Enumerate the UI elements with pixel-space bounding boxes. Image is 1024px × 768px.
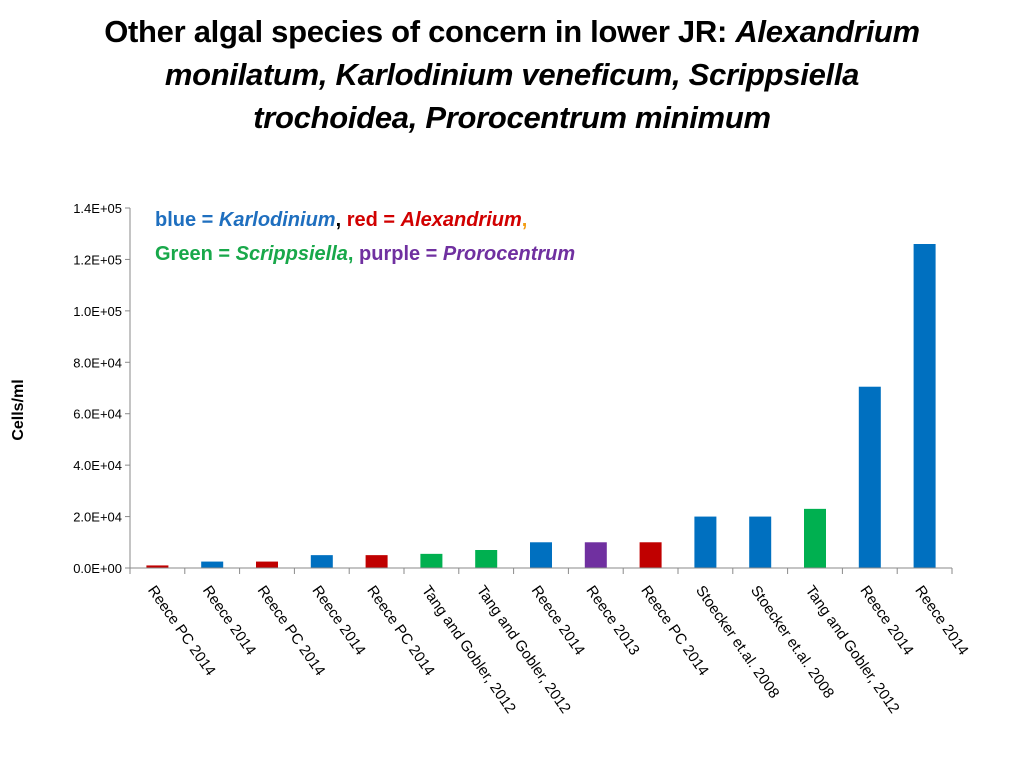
x-tick-label: Reece 2014 (528, 583, 588, 659)
x-tick-label: Reece 2014 (309, 583, 369, 659)
x-tick-label: Reece 2014 (911, 583, 971, 659)
y-axis-title: Cells/ml (10, 379, 27, 440)
title-italic-text: monilatum, Karlodinium veneficum, Scripp… (164, 57, 860, 92)
x-tick-label: Tang and Gobler, 2012 (473, 583, 574, 717)
y-tick-label: 4.0E+04 (73, 458, 122, 473)
bar (310, 555, 333, 568)
bar (749, 516, 772, 568)
legend-text-part: Prorocentrum (443, 243, 575, 265)
legend-text-part: , (348, 243, 359, 265)
bar (804, 508, 826, 568)
legend-text-part: blue = (155, 209, 219, 231)
x-tick-label: Reece 2013 (583, 583, 643, 659)
legend-text-part: red = (347, 209, 401, 231)
y-axis: 0.0E+00 2.0E+04 4.0E+04 6.0E+04 8.0E+04 1.0E+… (73, 201, 131, 576)
y-tick-label: 6.0E+04 (73, 407, 122, 422)
bar (530, 542, 552, 568)
legend-text-part: , (336, 209, 347, 231)
title-line-1: Other algal species of concern in lower … (30, 10, 994, 53)
bar (913, 244, 936, 568)
bar (365, 555, 388, 568)
chart-title: Other algal species of concern in lower … (30, 10, 994, 139)
bar (584, 542, 607, 568)
legend-text-part: Scrippsiella (236, 243, 348, 265)
title-italic-text: Alexandrium (735, 14, 920, 49)
bar (858, 386, 881, 568)
x-tick-label: Reece 2014 (199, 583, 259, 659)
legend-text-part: purple = (359, 243, 443, 265)
y-tick-label: 0.0E+00 (73, 561, 122, 576)
bar (256, 561, 278, 568)
legend-line-1: blue = Karlodinium, red = Alexandrium, (155, 209, 527, 231)
legend-text-part: Alexandrium (400, 209, 522, 231)
bar (420, 553, 443, 568)
x-tick-label: Tang and Gobler, 2012 (802, 583, 903, 717)
bars (146, 244, 936, 568)
y-tick-label: 1.4E+05 (73, 201, 122, 216)
title-plain-text: Other algal species of concern in lower … (104, 14, 736, 49)
x-tick-label: Reece 2014 (857, 583, 917, 659)
bar (694, 516, 717, 568)
bar (146, 565, 169, 568)
legend-text-part: Karlodinium (219, 209, 336, 231)
y-tick-label: 1.2E+05 (73, 252, 122, 267)
bar (201, 561, 224, 568)
legend-text-part: , (522, 209, 528, 231)
x-tick-label: Tang and Gobler, 2012 (418, 583, 519, 717)
title-line-3: trochoidea, Prorocentrum minimum (30, 96, 994, 139)
bar (475, 550, 498, 568)
y-tick-label: 2.0E+04 (73, 510, 122, 525)
legend-text-part: Green = (155, 243, 236, 265)
y-tick-label: 8.0E+04 (73, 355, 122, 370)
legend-line-2: Green = Scrippsiella, purple = Prorocent… (155, 243, 575, 265)
title-italic-text: trochoidea, Prorocentrum minimum (253, 100, 771, 135)
title-line-2: monilatum, Karlodinium veneficum, Scripp… (30, 53, 994, 96)
y-tick-label: 1.0E+05 (73, 304, 122, 319)
bar (639, 542, 662, 568)
